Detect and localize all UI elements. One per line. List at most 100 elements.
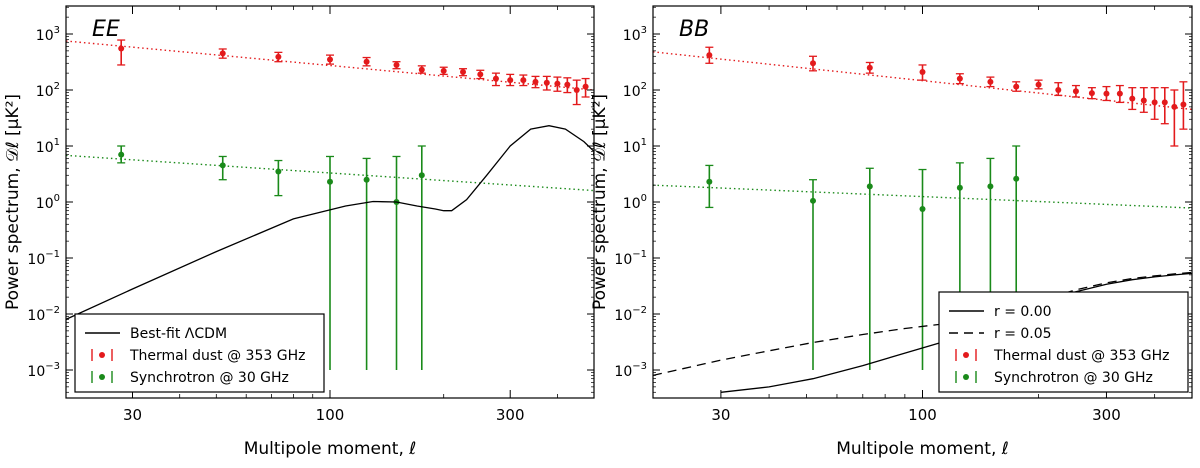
data-point-sync (275, 168, 282, 175)
y-tick-label: 10−3 (27, 361, 60, 380)
y-tick-base: 10 (614, 252, 632, 268)
y-tick-base: 10 (36, 84, 54, 100)
legend-entry: Best-fit ΛCDM (85, 326, 227, 342)
legend-label: r = 0.00 (994, 304, 1052, 320)
x-tick-label: 300 (496, 406, 525, 424)
y-tick-base: 10 (36, 140, 54, 156)
data-point-dust (1151, 99, 1158, 106)
data-point-dust (460, 68, 467, 75)
y-tick-label: 100 (623, 193, 647, 212)
legend-entry: Thermal dust @ 353 GHz (955, 348, 1169, 364)
legend-point-swatch (99, 374, 105, 380)
y-tick-label: 101 (623, 137, 647, 156)
data-point-dust (363, 58, 370, 65)
data-point-sync (363, 176, 370, 183)
y-tick-label: 102 (36, 81, 60, 100)
x-tick-label: 100 (908, 406, 937, 424)
data-point-dust (564, 81, 571, 88)
data-point-sync (987, 183, 994, 190)
data-point-dust (1013, 83, 1020, 90)
y-tick-base: 10 (27, 364, 45, 380)
legend-label: Synchrotron @ 30 GHz (130, 370, 289, 386)
y-tick-label: 10−1 (614, 249, 647, 268)
data-point-dust (118, 45, 125, 52)
data-point-dust (1171, 103, 1178, 110)
legend-point-swatch (99, 352, 105, 358)
y-tick-exponent: −3 (632, 361, 647, 372)
data-point-dust (573, 87, 580, 93)
data-point-sync (866, 183, 873, 190)
y-tick-base: 10 (36, 196, 54, 212)
y-tick-label: 10−3 (614, 361, 647, 380)
y-tick-base: 10 (623, 28, 641, 44)
y-tick-label: 103 (36, 25, 60, 44)
y-tick-exponent: −2 (45, 305, 60, 316)
y-tick-label: 103 (623, 25, 647, 44)
legend-point-swatch (963, 374, 969, 380)
x-tick-label: 100 (316, 406, 345, 424)
y-tick-exponent: −2 (632, 305, 647, 316)
panel-label: EE (92, 17, 120, 42)
panel-bb: 30 100 30010310210110010−110−210−3BBMultip… (590, 5, 1193, 459)
y-tick-exponent: 0 (54, 193, 60, 204)
data-point-dust (1072, 88, 1079, 95)
data-point-dust (1088, 90, 1095, 97)
legend: Best-fit ΛCDM Thermal dust @ 353 GHz Synch… (74, 313, 325, 393)
data-point-dust (418, 66, 425, 73)
legend-entry: Synchrotron @ 30 GHz (955, 370, 1153, 386)
data-point-sync (219, 162, 226, 169)
legend: r = 0.00 r = 0.05 Thermal dust @ 353 GHz Sy… (938, 291, 1189, 393)
data-point-dust (582, 83, 589, 90)
y-tick-base: 10 (36, 28, 54, 44)
y-tick-label: 100 (36, 193, 60, 212)
y-axis-label: Power spectrum, 𝒟ℓ [μK²] (3, 94, 23, 310)
data-point-sync (418, 172, 425, 179)
legend-entry: r = 0.05 (949, 326, 1052, 342)
data-point-dust (492, 75, 499, 82)
y-tick-base: 10 (623, 140, 641, 156)
y-tick-label: 102 (623, 81, 647, 100)
data-point-dust (275, 53, 282, 60)
data-point-sync (919, 205, 926, 212)
y-tick-exponent: −1 (632, 249, 647, 260)
data-point-dust (477, 71, 484, 78)
data-point-dust (1161, 99, 1168, 106)
panel-ee: 30 100 30010310210110010−110−210−3EEMultip… (3, 5, 595, 459)
legend-label: Thermal dust @ 353 GHz (993, 348, 1169, 364)
plot-frame (652, 5, 1193, 399)
y-tick-exponent: −1 (45, 249, 60, 260)
data-point-dust (956, 75, 963, 82)
data-point-dust (987, 78, 994, 85)
data-point-dust (1180, 101, 1187, 108)
y-tick-label: 10−2 (614, 305, 647, 324)
legend-entry: r = 0.00 (949, 304, 1052, 320)
legend-label: Synchrotron @ 30 GHz (994, 370, 1153, 386)
data-point-dust (219, 50, 226, 57)
x-tick-label: 300 (1092, 406, 1121, 424)
data-point-sync (956, 184, 963, 191)
data-point-dust (393, 61, 400, 68)
x-axis-label: Multipole moment, ℓ (836, 439, 1009, 459)
y-tick-base: 10 (614, 308, 632, 324)
y-tick-base: 10 (623, 84, 641, 100)
y-tick-exponent: 3 (54, 25, 60, 36)
plot-area (66, 39, 594, 370)
legend-frame (938, 291, 1189, 393)
data-point-dust (507, 77, 514, 84)
y-tick-exponent: 1 (641, 137, 647, 148)
legend-label: Best-fit ΛCDM (130, 326, 227, 342)
legend-entry: Synchrotron @ 30 GHz (91, 370, 289, 386)
data-point-sync (1013, 175, 1020, 182)
data-point-sync (118, 151, 125, 158)
plot-frame (65, 5, 595, 399)
data-point-dust (1129, 95, 1136, 102)
legend-label: Thermal dust @ 353 GHz (129, 348, 305, 364)
y-tick-exponent: −3 (45, 361, 60, 372)
y-tick-base: 10 (27, 308, 45, 324)
data-point-dust (543, 79, 550, 86)
y-tick-base: 10 (623, 196, 641, 212)
data-point-dust (440, 67, 447, 74)
fit-line-dust (66, 40, 594, 91)
y-tick-exponent: 1 (54, 137, 60, 148)
